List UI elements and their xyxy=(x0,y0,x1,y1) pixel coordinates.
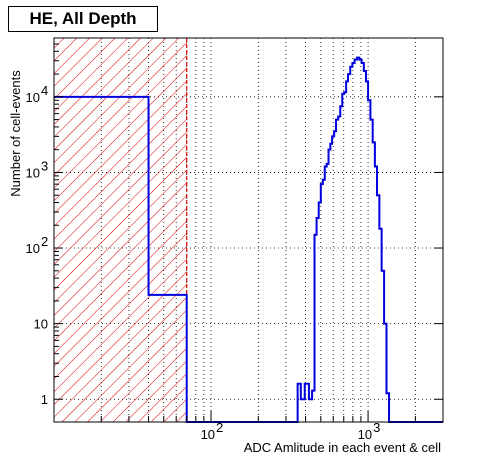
y-tick-label: 10 xyxy=(26,241,40,256)
shaded-region-group xyxy=(54,38,188,422)
x-tick-label: 10 xyxy=(201,427,215,442)
y-tick-label-exponent: 4 xyxy=(41,83,48,98)
y-tick-label-exponent: 3 xyxy=(41,158,48,173)
chart-title-box: HE, All Depth xyxy=(8,6,158,32)
y-axis-label: Number of cell-events xyxy=(8,70,23,197)
y-tick-label: 10 xyxy=(26,90,40,105)
plot-frame xyxy=(53,37,444,423)
y-tick-label: 10 xyxy=(34,317,48,332)
x-axis-label: ADC Amlitude in each event & cell xyxy=(244,440,441,455)
series-group xyxy=(54,56,443,423)
x-tick-label: 10 xyxy=(358,427,372,442)
shaded-region-hatch xyxy=(54,38,187,422)
y-tick-label: 10 xyxy=(26,165,40,180)
chart-title: HE, All Depth xyxy=(29,9,137,28)
histogram-line xyxy=(54,56,443,423)
x-tick-label-exponent: 2 xyxy=(216,420,223,435)
x-tick-label-exponent: 3 xyxy=(373,420,380,435)
y-tick-label-exponent: 2 xyxy=(41,234,48,249)
y-tick-label: 1 xyxy=(41,392,48,407)
